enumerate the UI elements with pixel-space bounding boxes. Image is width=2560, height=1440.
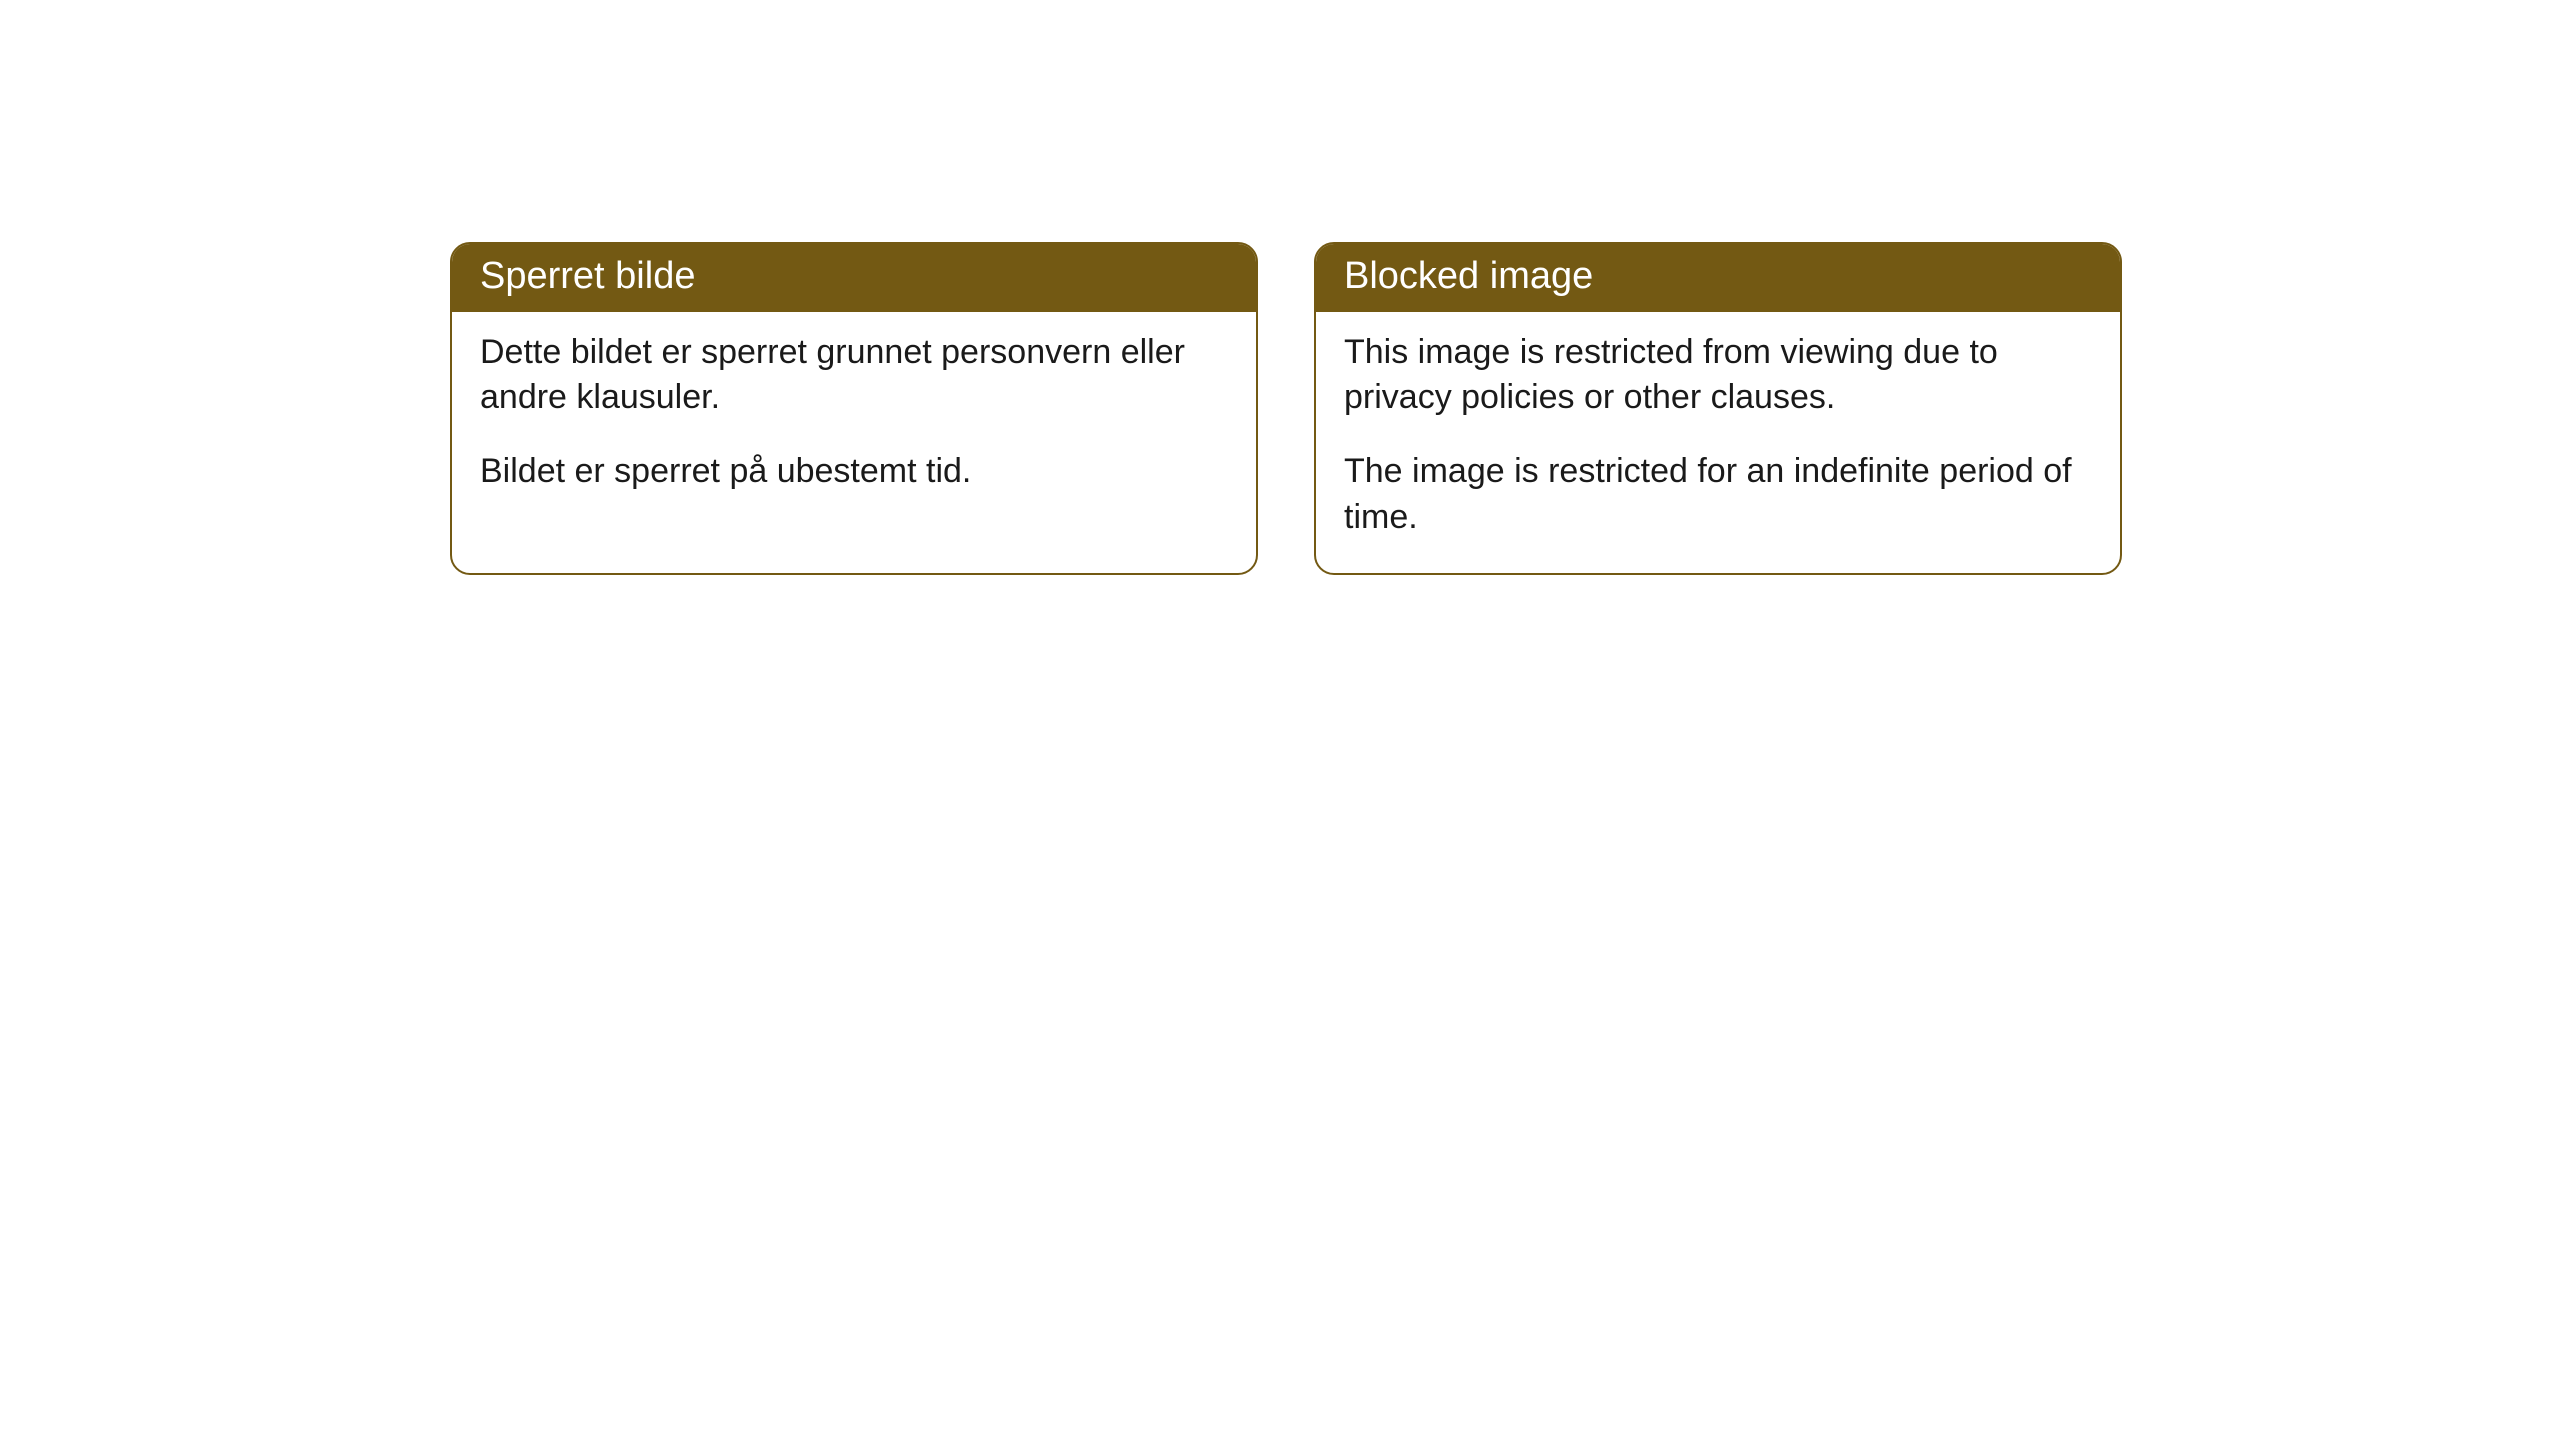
card-paragraph: The image is restricted for an indefinit…: [1344, 449, 2092, 541]
card-title: Sperret bilde: [452, 244, 1256, 312]
blocked-image-card-en: Blocked image This image is restricted f…: [1314, 242, 2122, 575]
card-body: Dette bildet er sperret grunnet personve…: [452, 312, 1256, 528]
card-title: Blocked image: [1316, 244, 2120, 312]
card-paragraph: Bildet er sperret på ubestemt tid.: [480, 449, 1228, 495]
card-body: This image is restricted from viewing du…: [1316, 312, 2120, 574]
notice-container: Sperret bilde Dette bildet er sperret gr…: [450, 242, 2122, 575]
blocked-image-card-no: Sperret bilde Dette bildet er sperret gr…: [450, 242, 1258, 575]
card-paragraph: Dette bildet er sperret grunnet personve…: [480, 330, 1228, 422]
card-paragraph: This image is restricted from viewing du…: [1344, 330, 2092, 422]
